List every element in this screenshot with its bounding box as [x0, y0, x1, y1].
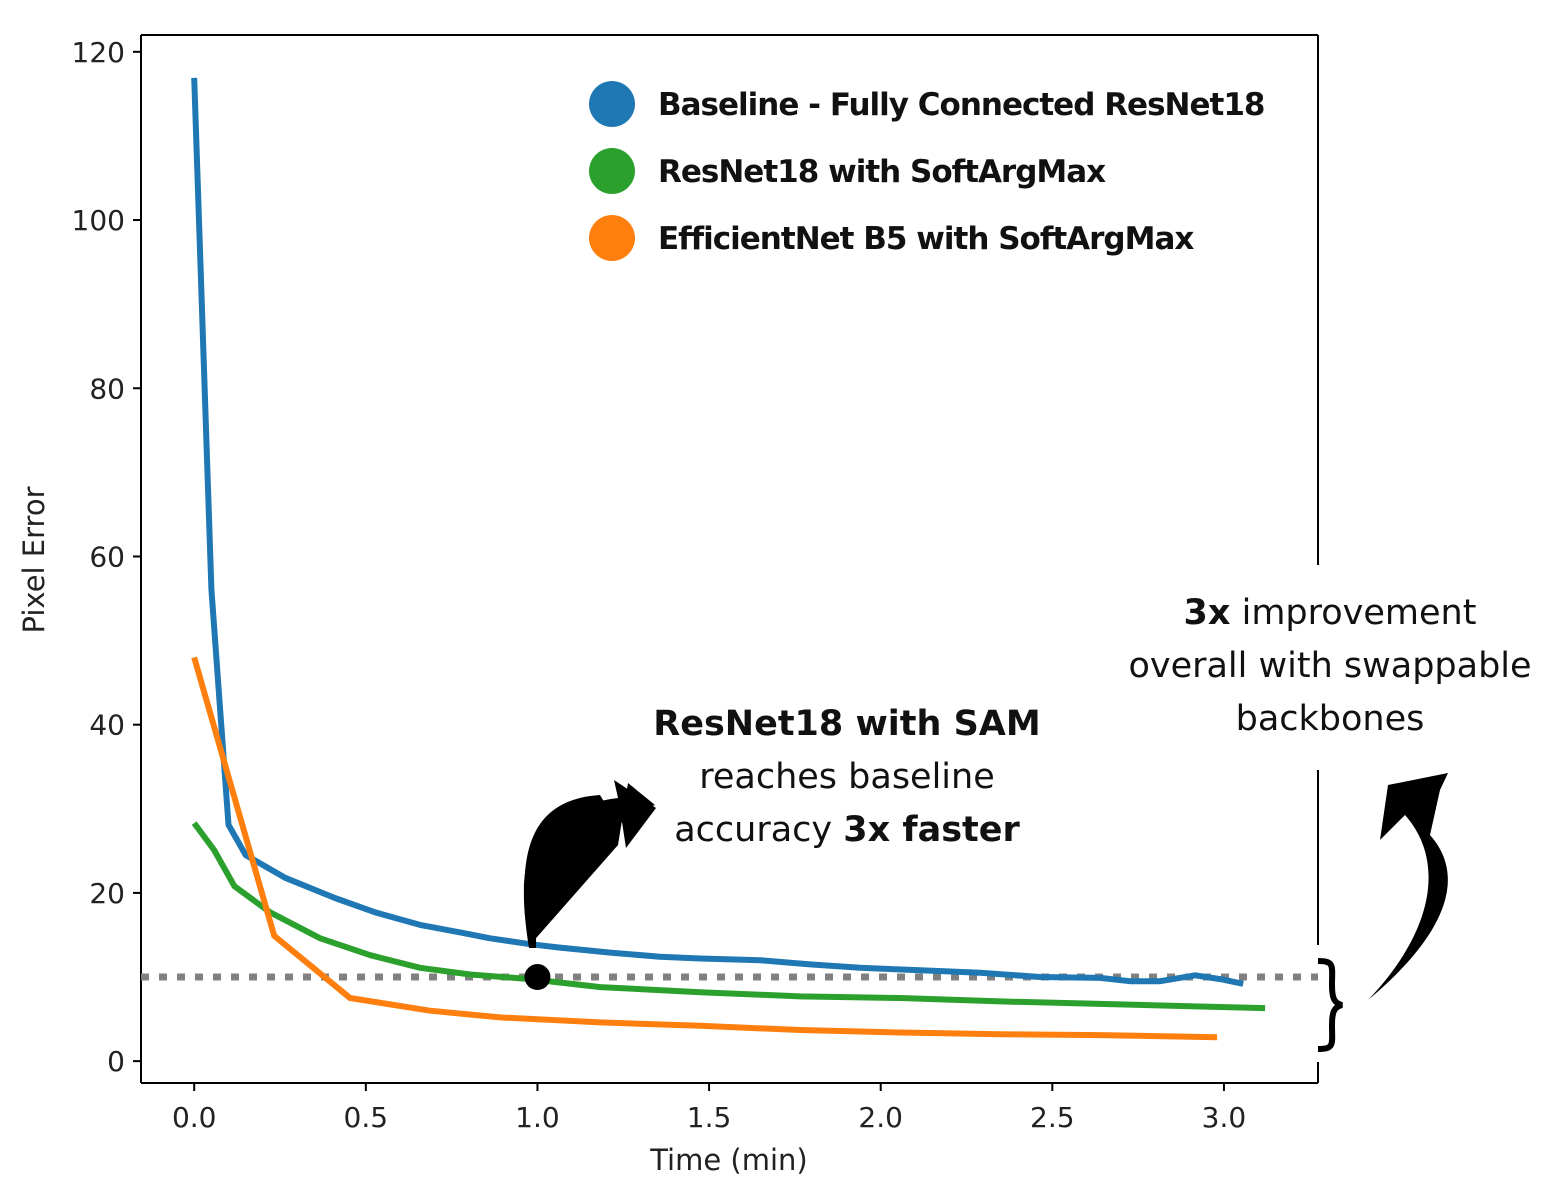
- curly-brace-icon: [1317, 958, 1343, 1052]
- annotation-sam-pre: accuracy: [674, 810, 843, 850]
- legend-marker-2: [589, 215, 635, 261]
- curved-arrow-overall: [1368, 773, 1448, 1000]
- y-tick-label: 80: [89, 372, 125, 405]
- marker-point: [524, 964, 551, 991]
- y-axis-label: Pixel Error: [17, 486, 51, 633]
- annotation-sam-line2: reaches baseline: [699, 757, 995, 797]
- annotation-overall-line3: backbones: [1236, 699, 1425, 739]
- x-tick-label: 0.0: [172, 1101, 217, 1134]
- axes: 0.0 0.5 1.0 1.5 2.0 2.5 3.0 0 20 40 60 80 100 120: [72, 34, 1319, 1134]
- y-tick-label: 60: [89, 540, 125, 573]
- x-axis-label: Time (min): [649, 1143, 808, 1177]
- series-line-0: [191, 77, 1244, 987]
- annotation-overall-bold: 3x: [1184, 593, 1231, 633]
- legend: Baseline - Fully Connected ResNet18 ResNe…: [589, 81, 1265, 261]
- x-tick-label: 1.5: [687, 1101, 732, 1134]
- x-tick-label: 1.0: [515, 1101, 560, 1134]
- annotation-sam-bold: ResNet18 with SAM: [653, 704, 1040, 744]
- annotation-sam-faster: 3x faster: [843, 810, 1020, 850]
- series-group: [141, 77, 1318, 1041]
- x-tick-label: 2.0: [858, 1101, 903, 1134]
- annotation-overall-line2: overall with swappable: [1128, 646, 1531, 686]
- curved-arrow-sam: [523, 780, 656, 948]
- annotation-overall-rest: improvement: [1230, 593, 1476, 633]
- x-tick-label: 0.5: [344, 1101, 389, 1134]
- annotation-sam-line3: accuracy 3x faster: [674, 810, 1020, 850]
- y-tick-label: 0: [107, 1045, 125, 1078]
- legend-label-1: ResNet18 with SoftArgMax: [658, 154, 1106, 190]
- annotation-overall-line1: 3x improvement: [1184, 593, 1477, 633]
- y-tick-label: 20: [89, 877, 125, 910]
- y-tick-label: 40: [89, 709, 125, 742]
- x-tick-label: 2.5: [1030, 1101, 1075, 1134]
- legend-marker-0: [589, 81, 635, 127]
- annotation-sam-line1: ResNet18 with SAM: [653, 704, 1040, 744]
- y-tick-label: 120: [72, 36, 125, 69]
- y-tick-label: 100: [72, 204, 125, 237]
- legend-marker-1: [589, 148, 635, 194]
- x-tick-label: 3.0: [1202, 1101, 1247, 1134]
- legend-label-2: EfficientNet B5 with SoftArgMax: [658, 221, 1194, 257]
- legend-label-0: Baseline - Fully Connected ResNet18: [658, 87, 1264, 123]
- series-line-2: [191, 656, 1218, 1041]
